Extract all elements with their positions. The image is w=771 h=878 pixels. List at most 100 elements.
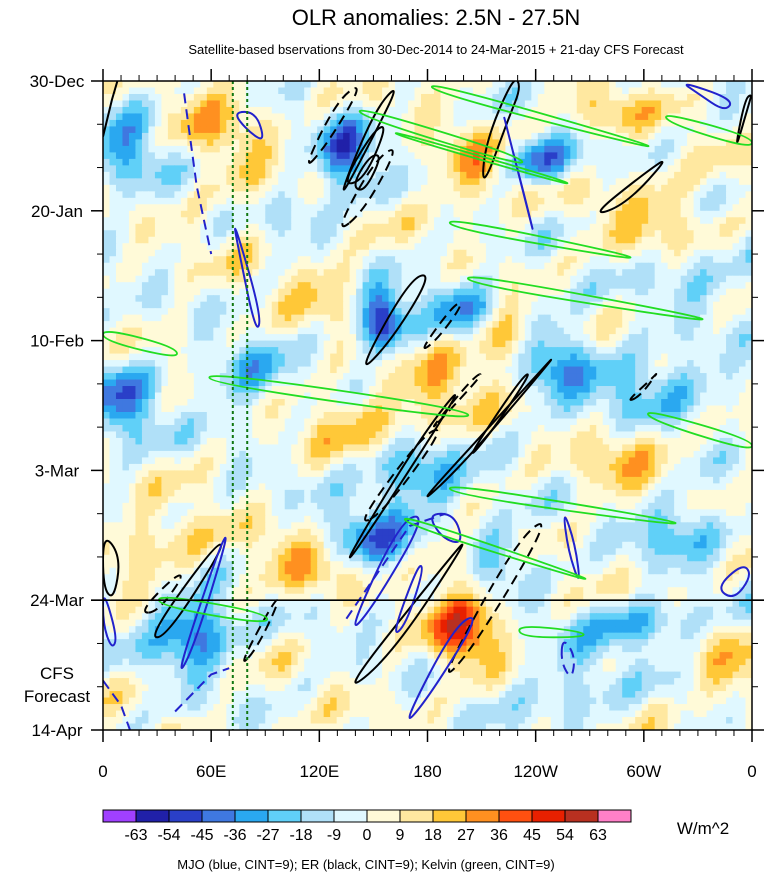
anomaly-cell: [161, 327, 169, 335]
anomaly-cell: [408, 81, 416, 89]
anomaly-cell: [648, 243, 656, 251]
anomaly-cell: [258, 230, 266, 238]
anomaly-cell: [557, 262, 565, 270]
anomaly-cell: [524, 347, 532, 355]
anomaly-cell: [219, 308, 227, 316]
anomaly-cell: [395, 301, 403, 309]
anomaly-cell: [421, 106, 429, 115]
anomaly-cell: [206, 269, 214, 277]
anomaly-cell: [498, 392, 506, 400]
anomaly-cell: [369, 347, 377, 355]
anomaly-cell: [661, 308, 669, 316]
anomaly-cell: [317, 93, 325, 102]
anomaly-cell: [258, 243, 266, 251]
anomaly-cell: [200, 230, 208, 238]
anomaly-cell: [745, 236, 752, 244]
anomaly-cell: [180, 184, 188, 192]
anomaly-cell: [265, 321, 273, 329]
anomaly-cell: [187, 360, 195, 368]
anomaly-cell: [271, 126, 279, 134]
anomaly-cell: [128, 230, 137, 238]
anomaly-cell: [622, 282, 630, 290]
anomaly-cell: [667, 93, 675, 102]
anomaly-cell: [382, 275, 390, 283]
anomaly-cell: [128, 327, 137, 335]
anomaly-cell: [193, 93, 201, 102]
anomaly-cell: [641, 113, 649, 121]
anomaly-cell: [745, 314, 752, 322]
anomaly-cell: [193, 152, 201, 160]
anomaly-cell: [252, 360, 260, 368]
anomaly-cell: [258, 256, 266, 264]
anomaly-cell: [641, 282, 649, 290]
anomaly-cell: [485, 106, 493, 115]
anomaly-cell: [362, 210, 370, 218]
anomaly-cell: [252, 288, 260, 296]
anomaly-cell: [167, 386, 175, 394]
anomaly-cell: [219, 301, 227, 309]
anomaly-cell: [674, 249, 682, 257]
anomaly-cell: [109, 295, 117, 303]
anomaly-cell: [472, 295, 481, 303]
anomaly-cell: [265, 379, 273, 387]
anomaly-cell: [674, 340, 682, 348]
anomaly-cell: [557, 217, 565, 225]
anomaly-cell: [680, 243, 688, 251]
anomaly-cell: [453, 230, 461, 238]
anomaly-cell: [291, 301, 299, 309]
anomaly-cell: [505, 217, 513, 225]
anomaly-cell: [382, 126, 390, 134]
anomaly-cell: [615, 366, 623, 374]
anomaly-cell: [122, 275, 130, 283]
anomaly-cell: [700, 282, 708, 290]
anomaly-cell: [187, 392, 195, 400]
anomaly-cell: [362, 119, 370, 128]
anomaly-cell: [375, 353, 383, 361]
anomaly-cell: [226, 249, 234, 257]
anomaly-cell: [615, 295, 623, 303]
anomaly-cell: [206, 210, 214, 218]
anomaly-cell: [674, 275, 682, 283]
anomaly-cell: [369, 119, 377, 128]
anomaly-cell: [537, 191, 545, 199]
anomaly-cell: [427, 249, 435, 257]
anomaly-cell: [706, 217, 714, 225]
anomaly-cell: [395, 321, 403, 329]
anomaly-cell: [479, 87, 487, 95]
anomaly-cell: [187, 197, 195, 205]
anomaly-cell: [453, 262, 461, 270]
anomaly-cell: [414, 366, 422, 374]
anomaly-cell: [648, 321, 656, 329]
anomaly-cell: [628, 366, 636, 374]
anomaly-cell: [576, 262, 584, 270]
anomaly-cell: [654, 158, 662, 166]
anomaly-cell: [641, 132, 649, 141]
anomaly-cell: [330, 217, 338, 225]
anomaly-cell: [180, 230, 188, 238]
anomaly-cell: [408, 217, 416, 225]
anomaly-cell: [382, 327, 390, 335]
anomaly-cell: [323, 282, 331, 290]
anomaly-cell: [219, 126, 227, 134]
anomaly-cell: [336, 327, 344, 335]
anomaly-cell: [531, 217, 539, 225]
anomaly-cell: [219, 334, 227, 342]
anomaly-cell: [498, 87, 506, 95]
anomaly-cell: [128, 288, 137, 296]
anomaly-cell: [317, 217, 325, 225]
anomaly-cell: [492, 152, 500, 160]
anomaly-cell: [154, 301, 163, 309]
anomaly-cell: [719, 295, 727, 303]
anomaly-cell: [148, 126, 156, 134]
anomaly-cell: [596, 217, 604, 225]
anomaly-cell: [343, 106, 351, 115]
anomaly-cell: [128, 100, 137, 108]
anomaly-cell: [700, 321, 708, 329]
anomaly-cell: [687, 236, 695, 244]
anomaly-cell: [115, 392, 124, 400]
anomaly-cell: [206, 87, 214, 95]
anomaly-cell: [375, 191, 383, 199]
anomaly-cell: [213, 243, 221, 251]
anomaly-cell: [589, 106, 597, 115]
anomaly-cell: [654, 301, 662, 309]
